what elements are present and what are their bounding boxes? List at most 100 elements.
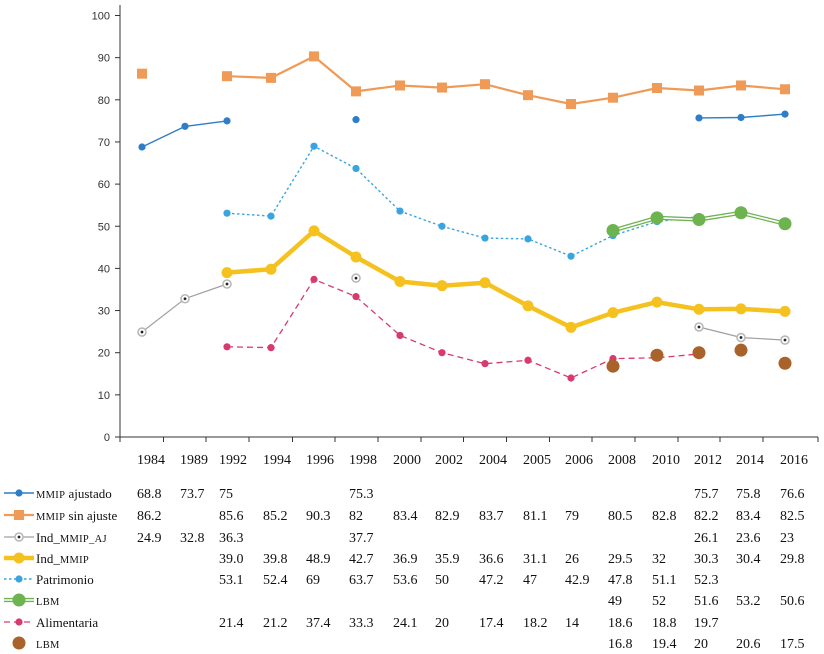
series-marker-7: [12, 636, 26, 650]
series-marker-dot-2: [225, 282, 229, 286]
series-marker-1: [395, 80, 405, 91]
series-marker-4: [567, 252, 575, 260]
table-cell: 42.7: [349, 552, 374, 567]
table-cell: 80.5: [608, 509, 633, 524]
table-cell: 30.4: [736, 552, 761, 567]
series-marker-3: [779, 305, 791, 317]
table-cell: 79: [565, 509, 579, 524]
table-cell: 23.6: [736, 531, 761, 546]
table-cell: 18.6: [608, 616, 633, 631]
series-marker-6: [524, 356, 532, 364]
series-marker-5: [606, 223, 620, 237]
series-marker-4: [223, 209, 231, 217]
table-cell: 18.8: [652, 616, 677, 631]
x-tick-label: 1996: [306, 453, 334, 468]
table-cell: 83.7: [479, 509, 504, 524]
series-marker-3: [221, 267, 233, 279]
legend-label: LBM: [36, 597, 60, 608]
legend-label: MMIP ajustado: [36, 486, 112, 501]
data-table: MMIP ajustado 68.8 73.7 75 75.3 75.7 75.8 76.6M…: [4, 486, 805, 652]
table-cell: 82.2: [694, 509, 719, 524]
series-marker-0: [15, 489, 23, 497]
table-cell: 49: [608, 594, 622, 609]
table-cell: 85.6: [219, 509, 244, 524]
y-tick-label: 70: [98, 137, 110, 149]
table-cell: 19.4: [652, 637, 677, 652]
table-row-0: MMIP ajustado 68.8 73.7 75 75.3 75.7 75.8 76.6: [4, 486, 805, 502]
table-cell: 17.4: [479, 616, 504, 631]
legend-label-main: Ind_: [36, 530, 60, 545]
legend-label-suffix: sin ajuste: [65, 508, 117, 523]
table-cell: 35.9: [435, 552, 460, 567]
series-marker-1: [437, 82, 447, 93]
table-cell: 73.7: [180, 487, 205, 502]
table-cell: 50: [435, 573, 449, 588]
legend-label: LBM: [36, 640, 60, 651]
series-marker-3: [394, 275, 406, 287]
series-marker-6: [223, 343, 231, 351]
x-tick-label: 2004: [479, 453, 507, 468]
series-marker-5: [692, 213, 706, 227]
series-marker-6: [352, 293, 360, 301]
series-marker-1: [480, 79, 490, 90]
series-marker-0: [737, 113, 745, 122]
series-marker-dot-2: [17, 535, 21, 539]
series-marker-3: [607, 307, 619, 319]
series-marker-6: [15, 618, 23, 626]
table-cell: 36.9: [393, 552, 418, 567]
series-marker-1: [694, 85, 704, 96]
legend-label-smallcaps: LBM: [36, 597, 60, 608]
series-marker-7: [734, 343, 748, 357]
series-marker-5: [734, 206, 748, 220]
table-cell: 26: [565, 552, 579, 567]
series-marker-4: [310, 142, 318, 150]
table-cell: 26.1: [694, 531, 719, 546]
series-markers: [137, 51, 792, 382]
x-tick-label: 2006: [565, 453, 593, 468]
table-cell: 50.6: [780, 594, 805, 609]
series-marker-3: [350, 251, 362, 263]
table-row-4: Patrimonio 53.1 52.4 69 63.7 53.6 50 47.2 47 42.9…: [4, 572, 719, 588]
table-cell: 51.6: [694, 594, 719, 609]
table-row-2: Ind_MMIP_AJ 24.9 32.8 36.3 37.7 26.1 23.6 23: [4, 530, 794, 546]
series-marker-3: [308, 225, 320, 237]
series-marker-1: [266, 72, 276, 83]
legend-label: Ind_MMIP: [36, 551, 89, 566]
legend-label: Alimentaria: [36, 615, 98, 630]
series-marker-6: [310, 275, 318, 283]
series-marker-1: [780, 84, 790, 95]
table-cell: 14: [565, 616, 579, 631]
table-cell: 19.7: [694, 616, 719, 631]
table-cell: 42.9: [565, 573, 590, 588]
legend-label-smallcaps: MMIP: [36, 490, 65, 501]
series-marker-3: [565, 321, 577, 333]
series-marker-5: [12, 593, 26, 607]
series-marker-1: [566, 99, 576, 110]
legend-label: Ind_MMIP_AJ: [36, 530, 107, 545]
x-tick-label: 2005: [523, 453, 551, 468]
table-cell: 76.6: [780, 487, 805, 502]
series-marker-6: [267, 344, 275, 352]
table-cell: 21.2: [263, 616, 288, 631]
table-cell: 53.2: [736, 594, 761, 609]
table-cell: 32: [652, 552, 666, 567]
series-marker-3: [265, 263, 277, 275]
legend-label-smallcaps: MMIP_AJ: [60, 534, 107, 545]
series-marker-3: [436, 280, 448, 292]
table-cell: 82.8: [652, 509, 677, 524]
series-marker-0: [695, 114, 703, 122]
series-marker-4: [481, 234, 489, 242]
series-line-3: [226, 228, 786, 330]
series-line-1: [226, 55, 786, 106]
legend-label-smallcaps: MMIP: [60, 555, 89, 566]
y-tick-label: 10: [98, 390, 110, 402]
series-marker-1: [652, 82, 662, 93]
y-tick-label: 80: [98, 95, 110, 107]
table-cell: 20: [694, 637, 708, 652]
series-marker-1: [309, 51, 319, 62]
series-marker-4: [267, 212, 275, 220]
table-cell: 63.7: [349, 573, 374, 588]
series-marker-5: [778, 217, 792, 231]
table-cell: 29.5: [608, 552, 633, 567]
legend-label-suffix: ajustado: [65, 486, 112, 501]
